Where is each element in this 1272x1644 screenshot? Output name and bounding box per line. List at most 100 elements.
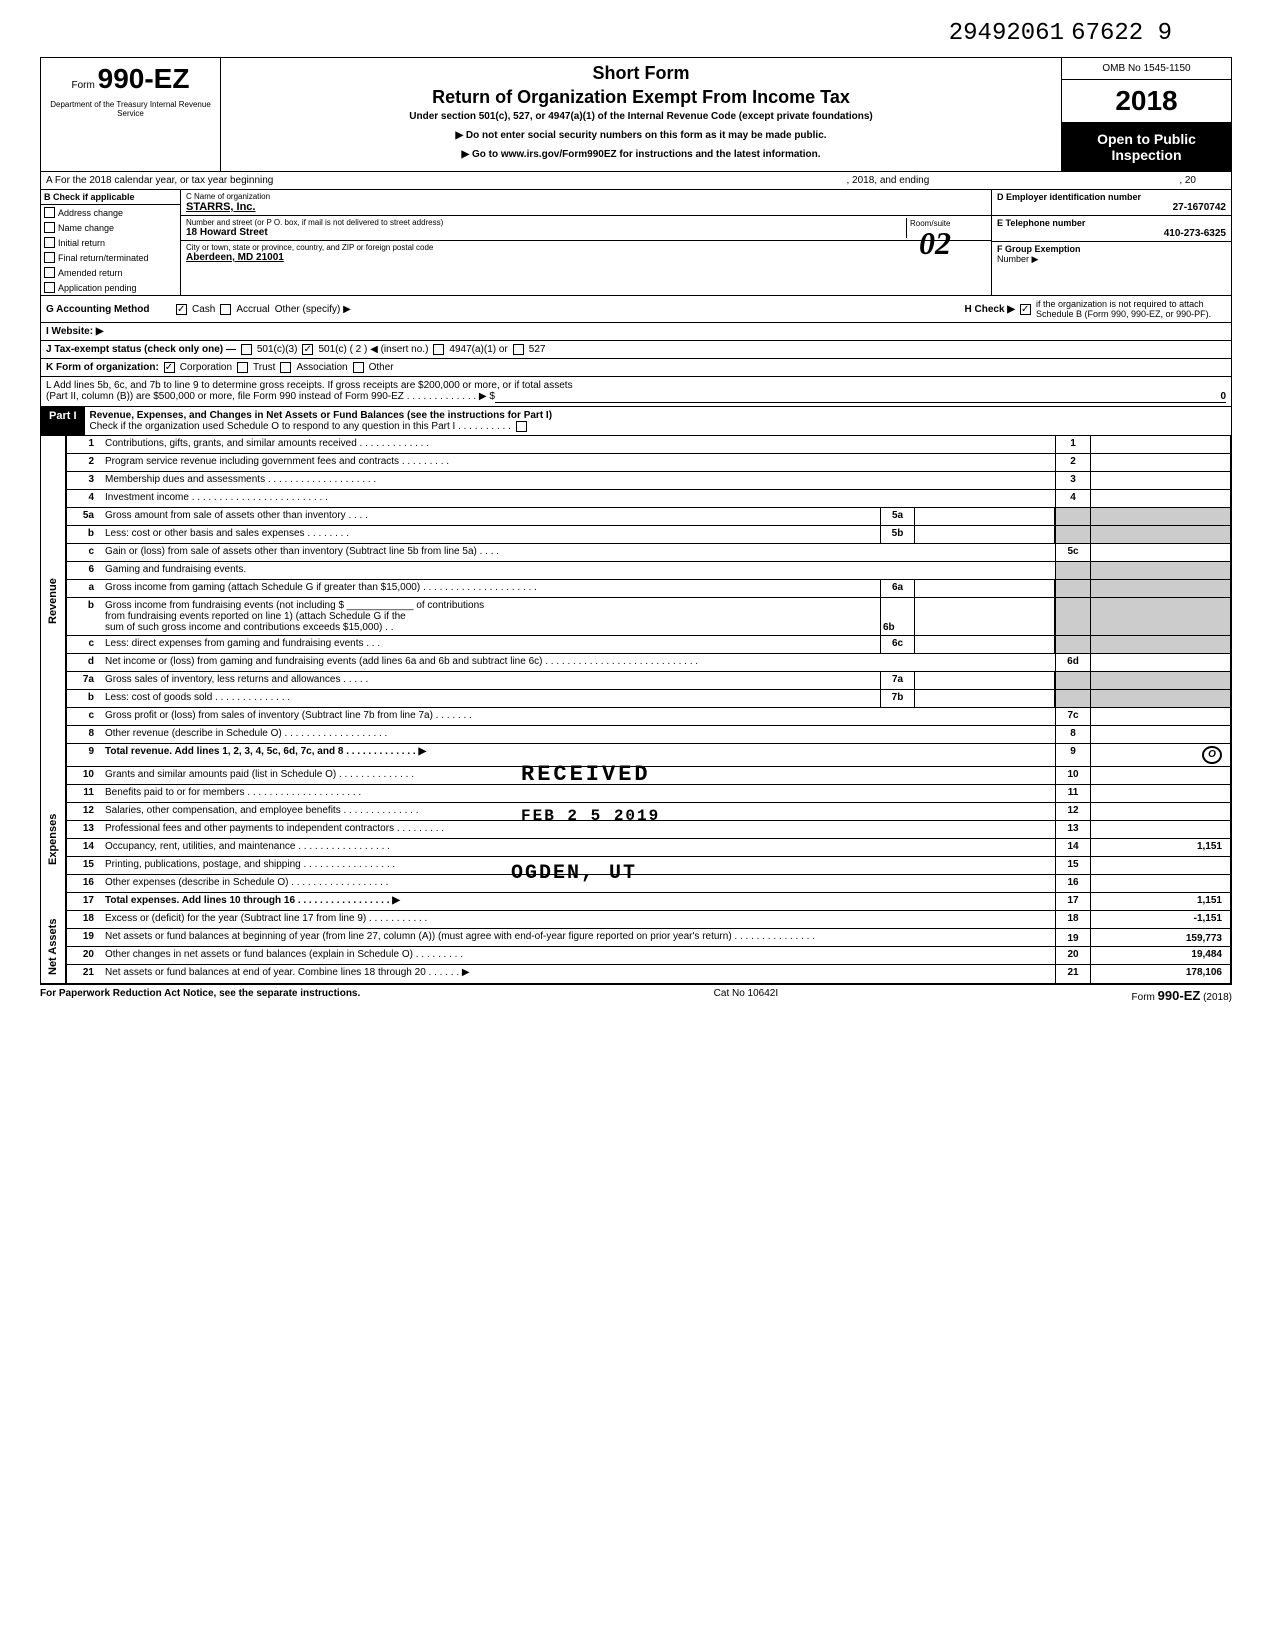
dept-label: Department of the Treasury Internal Reve… xyxy=(46,100,215,118)
org-form-label: K Form of organization: xyxy=(46,362,159,373)
city-value: Aberdeen, MD 21001 xyxy=(186,252,986,263)
checkbox-schedule-o[interactable] xyxy=(516,421,527,432)
checkbox-trust[interactable] xyxy=(237,362,248,373)
part-1-label: Part I xyxy=(41,407,85,435)
row-a-end: , 20 xyxy=(1179,175,1196,186)
footer-cat: Cat No 10642I xyxy=(714,988,779,1003)
tax-exempt-label: J Tax-exempt status (check only one) — xyxy=(46,344,236,355)
tax-year: 2018 xyxy=(1062,80,1231,123)
line-1-desc: Contributions, gifts, grants, and simila… xyxy=(102,436,1055,453)
checkbox-other-org[interactable] xyxy=(353,362,364,373)
line-8-desc: Other revenue (describe in Schedule O) .… xyxy=(102,726,1055,743)
phone-value: 410-273-6325 xyxy=(997,228,1226,239)
line-5a-desc: Gross amount from sale of assets other t… xyxy=(102,508,880,525)
checkbox-association[interactable] xyxy=(280,362,291,373)
revenue-side-label: Revenue xyxy=(41,436,66,767)
received-stamp: RECEIVED xyxy=(521,762,651,787)
checkbox-527[interactable] xyxy=(513,344,524,355)
city-label: City or town, state or province, country… xyxy=(186,243,986,252)
group-exemption-label: F Group Exemption xyxy=(997,244,1226,254)
line-5c-desc: Gain or (loss) from sale of assets other… xyxy=(102,544,1055,561)
line-6b-pre: Gross income from fundraising events (no… xyxy=(105,600,344,611)
line-14-desc: Occupancy, rent, utilities, and maintena… xyxy=(102,839,1055,856)
checkbox-501c[interactable] xyxy=(302,344,313,355)
line-21-desc: Net assets or fund balances at end of ye… xyxy=(102,965,1055,983)
line-6d-desc: Net income or (loss) from gaming and fun… xyxy=(102,654,1055,671)
checkbox-corporation[interactable] xyxy=(164,362,175,373)
label-accrual: Accrual xyxy=(236,304,269,315)
org-name-label: C Name of organization xyxy=(186,192,986,201)
line-6b-post: of contributions xyxy=(416,600,484,611)
checkbox-address-change[interactable] xyxy=(44,207,55,218)
net-assets-side-label: Net Assets xyxy=(41,911,66,983)
label-other-org: Other xyxy=(369,362,394,373)
footer-form: 990-EZ xyxy=(1158,988,1201,1003)
form-subtitle: Under section 501(c), 527, or 4947(a)(1)… xyxy=(226,111,1056,122)
row-a-mid: , 2018, and ending xyxy=(846,175,929,186)
ogden-stamp: OGDEN, UT xyxy=(511,862,637,885)
street-value: 18 Howard Street xyxy=(186,227,906,238)
line-6b-l3: sum of such gross income and contributio… xyxy=(105,622,394,633)
line-6c-desc: Less: direct expenses from gaming and fu… xyxy=(102,636,880,653)
checkbox-501c3[interactable] xyxy=(241,344,252,355)
label-amended: Amended return xyxy=(58,268,123,278)
checkbox-name-change[interactable] xyxy=(44,222,55,233)
label-other-method: Other (specify) ▶ xyxy=(275,304,351,315)
line-19-value: 159,773 xyxy=(1090,929,1230,946)
footer-year: (2018) xyxy=(1203,992,1232,1003)
label-501c: 501(c) ( 2 ) ◀ (insert no.) xyxy=(318,344,428,355)
line-18-value: -1,151 xyxy=(1090,911,1230,928)
label-name-change: Name change xyxy=(58,223,114,233)
line-3-desc: Membership dues and assessments . . . . … xyxy=(102,472,1055,489)
part-1-check-text: Check if the organization used Schedule … xyxy=(90,421,511,432)
line-21-value: 178,106 xyxy=(1090,965,1230,983)
form-title: Return of Organization Exempt From Incom… xyxy=(226,87,1056,108)
footer-form-prefix: Form xyxy=(1132,992,1155,1003)
line-17-value: 1,151 xyxy=(1090,893,1230,910)
h-check-label: H Check ▶ xyxy=(965,304,1015,315)
checkbox-4947[interactable] xyxy=(433,344,444,355)
line-4-desc: Investment income . . . . . . . . . . . … xyxy=(102,490,1055,507)
line-7c-desc: Gross profit or (loss) from sales of inv… xyxy=(102,708,1055,725)
line-18-desc: Excess or (deficit) for the year (Subtra… xyxy=(102,911,1055,928)
row-a-start: A For the 2018 calendar year, or tax yea… xyxy=(46,175,273,186)
street-label: Number and street (or P O. box, if mail … xyxy=(186,218,906,227)
instruction-2: ▶ Go to www.irs.gov/Form990EZ for instru… xyxy=(226,149,1056,160)
line-9-value: O xyxy=(1202,746,1222,764)
line-l-1: L Add lines 5b, 6c, and 7b to line 9 to … xyxy=(46,380,1226,391)
checkbox-accrual[interactable] xyxy=(220,304,231,315)
checkbox-h[interactable] xyxy=(1020,304,1031,315)
checkbox-final-return[interactable] xyxy=(44,252,55,263)
line-7b-desc: Less: cost of goods sold . . . . . . . .… xyxy=(102,690,880,707)
form-number: 990-EZ xyxy=(98,63,190,94)
checkbox-pending[interactable] xyxy=(44,282,55,293)
label-527: 527 xyxy=(529,344,546,355)
short-form-label: Short Form xyxy=(226,63,1056,84)
line-11-desc: Benefits paid to or for members . . . . … xyxy=(102,785,1055,802)
line-6a-desc: Gross income from gaming (attach Schedul… xyxy=(102,580,880,597)
line-17-desc: Total expenses. Add lines 10 through 16 … xyxy=(102,893,1055,910)
line-19-desc: Net assets or fund balances at beginning… xyxy=(102,929,1055,946)
label-initial-return: Initial return xyxy=(58,238,105,248)
form-header: Form 990-EZ Department of the Treasury I… xyxy=(40,57,1232,172)
stamp-02: 02 xyxy=(919,225,951,262)
label-address-change: Address change xyxy=(58,208,123,218)
label-association: Association xyxy=(296,362,347,373)
checkbox-initial-return[interactable] xyxy=(44,237,55,248)
ein-label: D Employer identification number xyxy=(997,192,1226,202)
label-pending: Application pending xyxy=(58,283,137,293)
line-6-desc: Gaming and fundraising events. xyxy=(102,562,1055,579)
line-6b-l2: from fundraising events reported on line… xyxy=(105,611,406,622)
checkbox-cash[interactable] xyxy=(176,304,187,315)
label-corporation: Corporation xyxy=(180,362,232,373)
line-20-desc: Other changes in net assets or fund bala… xyxy=(102,947,1055,964)
accounting-method-label: G Accounting Method xyxy=(46,304,171,315)
checkbox-amended[interactable] xyxy=(44,267,55,278)
group-exemption-number-label: Number ▶ xyxy=(997,254,1226,265)
col-b-header: B Check if applicable xyxy=(41,190,180,205)
label-cash: Cash xyxy=(192,304,215,315)
line-7a-desc: Gross sales of inventory, less returns a… xyxy=(102,672,880,689)
line-14-value: 1,151 xyxy=(1090,839,1230,856)
footer-left: For Paperwork Reduction Act Notice, see … xyxy=(40,988,360,1003)
line-l-value: 0 xyxy=(495,391,1226,403)
